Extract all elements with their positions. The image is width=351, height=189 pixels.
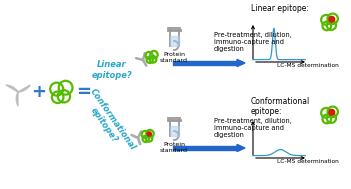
Text: Conformational
epitope:: Conformational epitope: (251, 97, 310, 116)
Text: Protein
standard: Protein standard (160, 52, 188, 63)
Circle shape (147, 132, 151, 136)
Polygon shape (16, 92, 18, 106)
Circle shape (329, 109, 335, 115)
Polygon shape (6, 85, 18, 92)
Text: Linear epitope:: Linear epitope: (251, 4, 309, 13)
Polygon shape (237, 59, 245, 67)
Text: LC-MS determination: LC-MS determination (277, 63, 339, 68)
Polygon shape (237, 144, 245, 152)
Circle shape (329, 16, 335, 22)
Text: Conformational
epitope?: Conformational epitope? (79, 87, 137, 157)
Text: +: + (32, 83, 46, 101)
Text: Pre-treatment, dilution,
immuno­capture and
digestion: Pre-treatment, dilution, immuno­capture … (214, 118, 292, 138)
Text: =: = (77, 83, 92, 101)
Polygon shape (18, 85, 30, 92)
Text: Pre-treatment, dilution,
immuno­capture and
digestion: Pre-treatment, dilution, immuno­capture … (214, 32, 292, 52)
Text: LC-MS determination: LC-MS determination (277, 159, 339, 164)
Text: Protein
standard: Protein standard (160, 142, 188, 153)
Text: Linear
epitope?: Linear epitope? (92, 60, 132, 80)
